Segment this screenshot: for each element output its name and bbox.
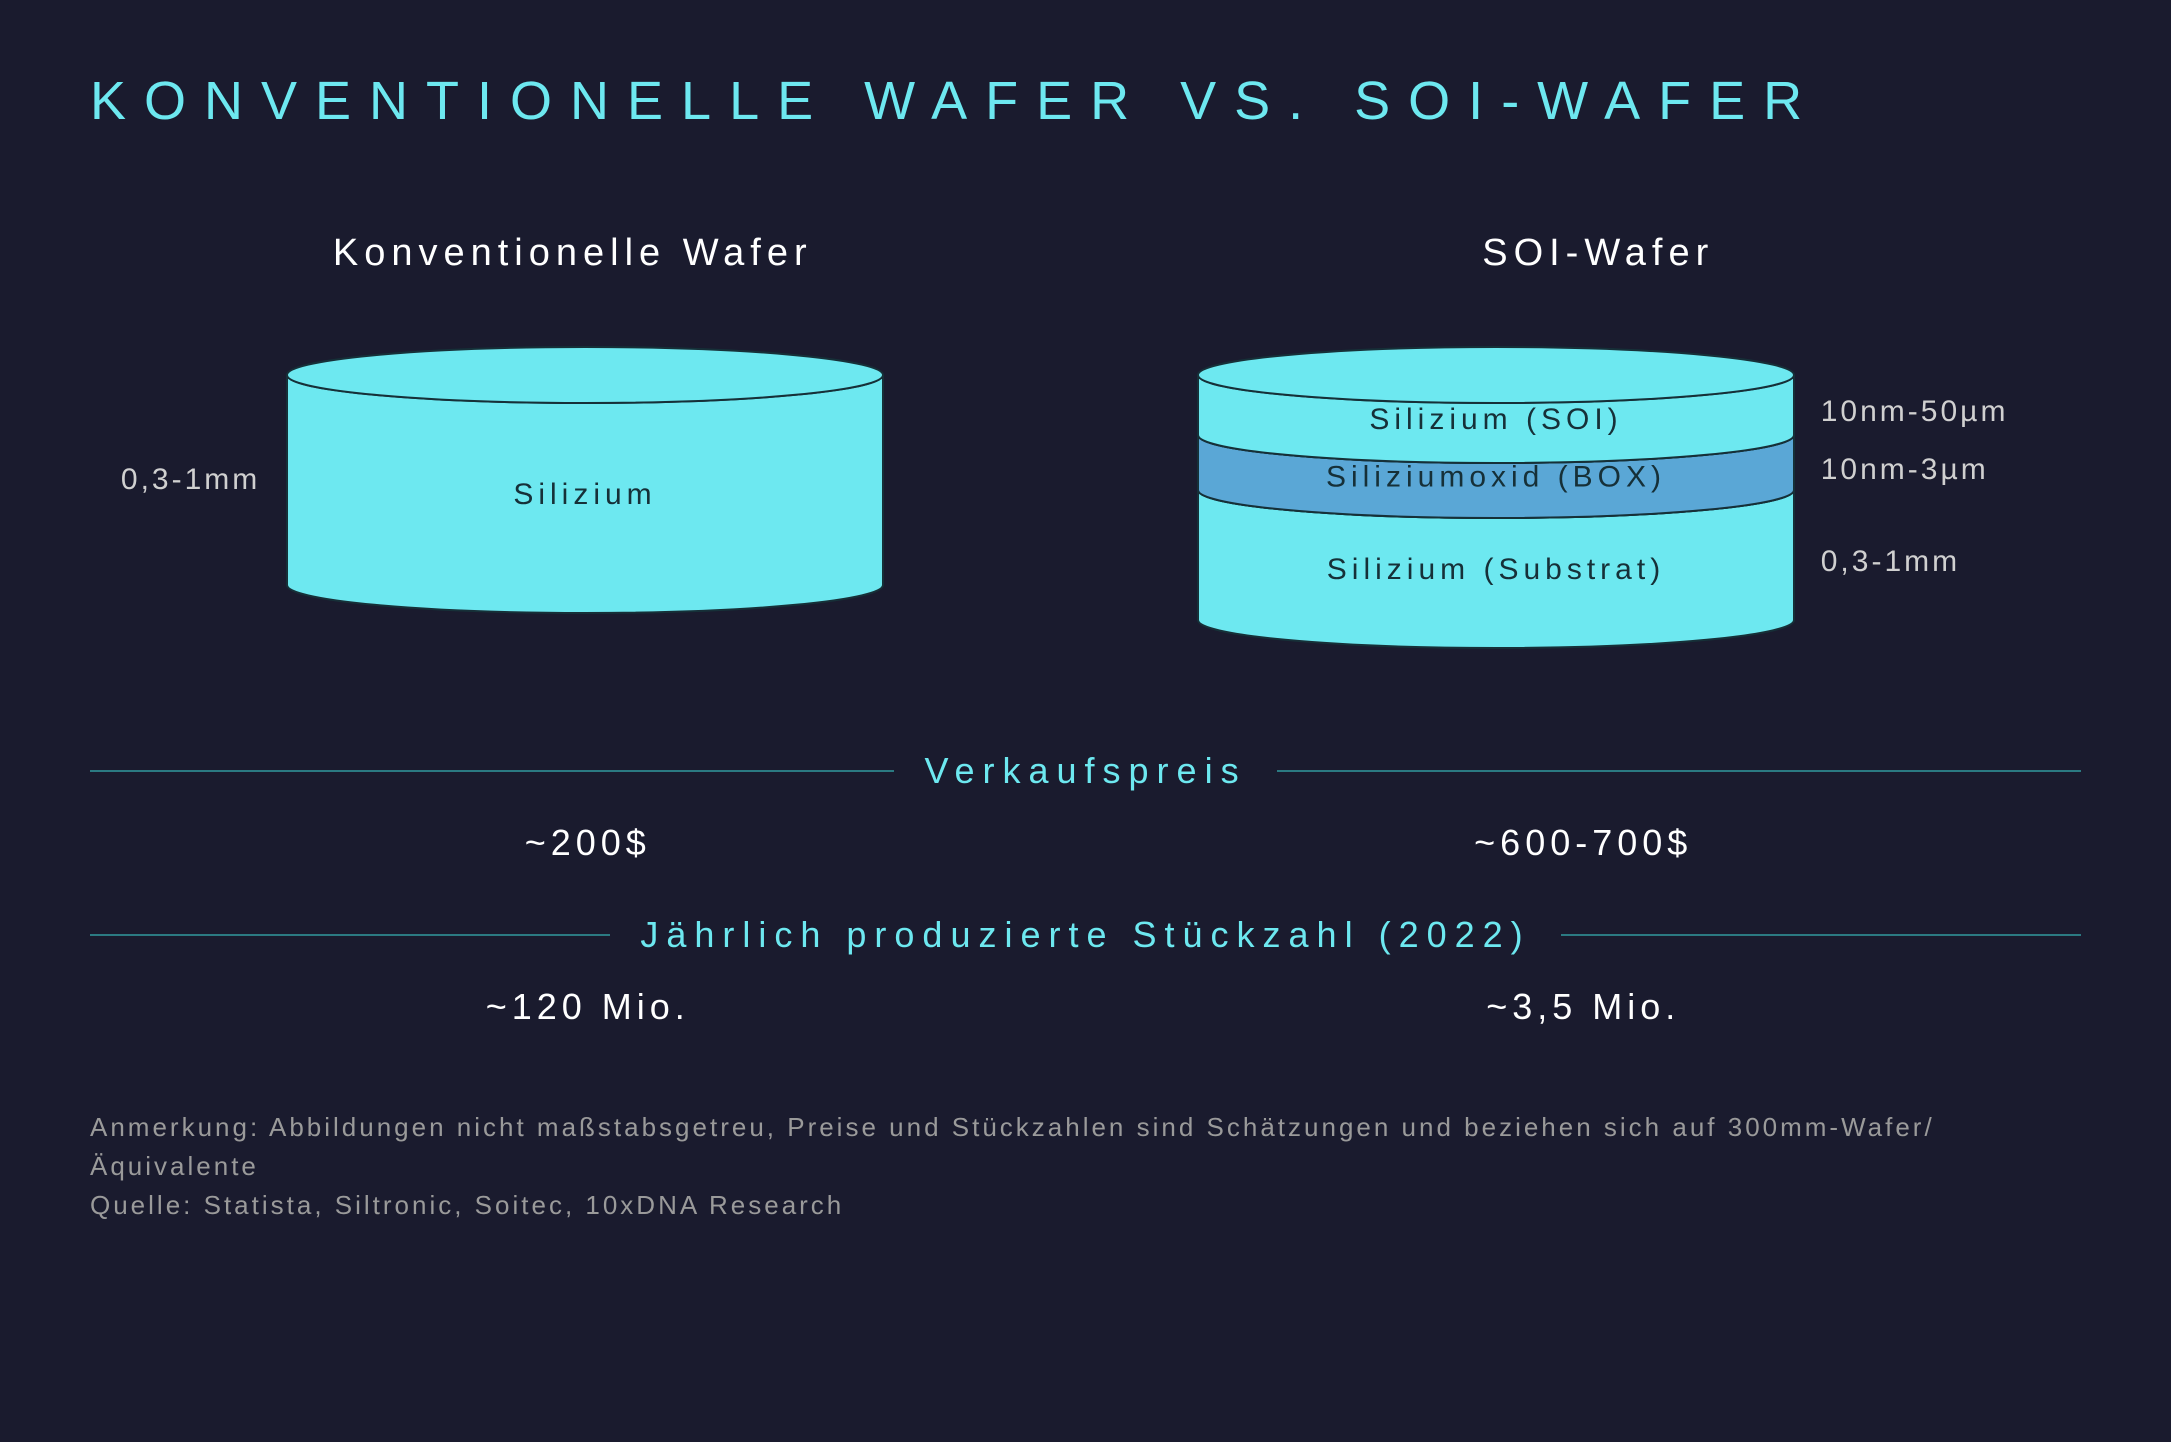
page-title: KONVENTIONELLE WAFER VS. SOI-WAFER xyxy=(90,70,2081,132)
soi-wafer-box: Silizium (Substrat) Siliziumoxid (BOX) Sil… xyxy=(1116,345,2082,650)
soi-layer-dimension: 0,3-1mm xyxy=(1821,545,1960,579)
soi-wafer-heading: SOI-Wafer xyxy=(1482,232,1714,275)
soi-layer-dimension: 10nm-50µm xyxy=(1821,395,2009,429)
conventional-wafer-column: Konventionelle Wafer 0,3-1mm Silizium xyxy=(90,232,1056,650)
section-label: Verkaufspreis xyxy=(924,750,1246,792)
conventional-thickness-label: 0,3-1mm xyxy=(120,463,260,497)
conventional-wafer-heading: Konventionelle Wafer xyxy=(333,232,813,275)
soi-layer-dimension: 10nm-3µm xyxy=(1821,453,1989,487)
wafer-layer-label: Silizium (Substrat) xyxy=(1327,553,1665,586)
wafers-row: Konventionelle Wafer 0,3-1mm Silizium SO… xyxy=(90,232,2081,650)
conventional-wafer-box: 0,3-1mm Silizium xyxy=(90,345,1056,615)
soi-wafer-column: SOI-Wafer Silizium (Substrat) Siliziumoxi… xyxy=(1116,232,2082,650)
section-values-row: ~120 Mio.~3,5 Mio. xyxy=(90,986,2081,1028)
footer-source: Quelle: Statista, Siltronic, Soitec, 10x… xyxy=(90,1186,2081,1225)
section-value: ~3,5 Mio. xyxy=(1086,986,2082,1028)
section-value: ~200$ xyxy=(90,822,1086,864)
section-header: Jährlich produzierte Stückzahl (2022) xyxy=(90,914,2081,956)
footer-notes: Anmerkung: Abbildungen nicht maßstabsget… xyxy=(90,1108,2081,1225)
section-label: Jährlich produzierte Stückzahl (2022) xyxy=(640,914,1530,956)
wafer-layer-label: Silizium (SOI) xyxy=(1369,403,1622,436)
section-rule xyxy=(90,770,894,772)
soi-wafer-diagram: Silizium (Substrat) Siliziumoxid (BOX) Sil… xyxy=(1196,345,1796,650)
wafer-layer-label: Siliziumoxid (BOX) xyxy=(1326,461,1666,494)
section-value: ~120 Mio. xyxy=(90,986,1086,1028)
section-rule xyxy=(1277,770,2081,772)
wafer-layer-label: Silizium xyxy=(514,478,657,511)
section-values-row: ~200$~600-700$ xyxy=(90,822,2081,864)
section-rule xyxy=(1561,934,2081,936)
section-value: ~600-700$ xyxy=(1086,822,2082,864)
conventional-wafer-diagram: Silizium xyxy=(285,345,885,615)
soi-dimension-labels: 10nm-50µm 10nm-3µm 0,3-1mm xyxy=(1821,345,2041,650)
footer-note: Anmerkung: Abbildungen nicht maßstabsget… xyxy=(90,1108,2081,1186)
section-header: Verkaufspreis xyxy=(90,750,2081,792)
section-rule xyxy=(90,934,610,936)
